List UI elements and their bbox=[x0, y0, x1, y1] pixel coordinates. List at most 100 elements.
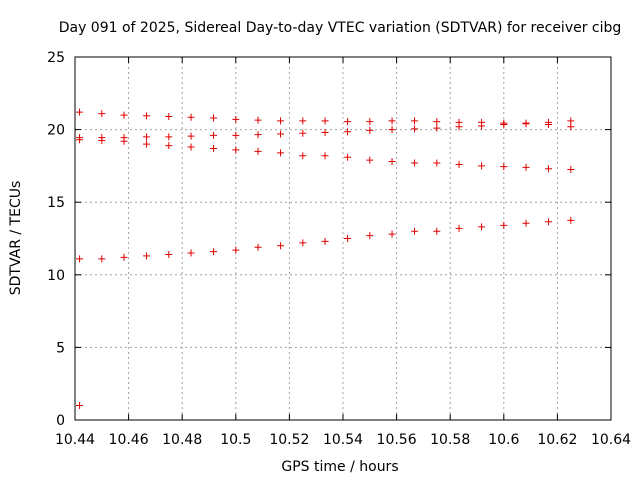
data-point-series-4 bbox=[76, 255, 84, 263]
y-tick-label: 25 bbox=[47, 50, 65, 66]
data-point-series-3 bbox=[366, 156, 374, 164]
x-tick-label: 10.52 bbox=[269, 432, 309, 448]
data-point-series-2 bbox=[478, 122, 486, 130]
data-point-series-1 bbox=[411, 117, 419, 125]
x-tick-label: 10.54 bbox=[323, 432, 363, 448]
data-point-series-1 bbox=[277, 117, 285, 125]
data-point-series-1 bbox=[76, 108, 84, 116]
data-point-series-4 bbox=[277, 242, 285, 250]
data-point-series-3 bbox=[411, 159, 419, 167]
x-tick-label: 10.62 bbox=[537, 432, 577, 448]
data-point-series-4 bbox=[388, 230, 396, 238]
data-point-series-4 bbox=[254, 243, 262, 251]
data-point-series-3 bbox=[522, 163, 530, 171]
data-point-series-2 bbox=[567, 123, 575, 131]
data-point-series-2 bbox=[299, 129, 307, 137]
x-axis-label: GPS time / hours bbox=[281, 459, 398, 475]
data-point-series-2 bbox=[277, 130, 285, 138]
data-point-series-4 bbox=[98, 255, 106, 263]
data-point-series-2 bbox=[411, 125, 419, 133]
plot-frame bbox=[74, 56, 612, 421]
data-point-series-2 bbox=[388, 126, 396, 134]
data-point-series-4 bbox=[500, 221, 508, 229]
data-point-series-3 bbox=[277, 149, 285, 157]
data-point-series-1 bbox=[366, 118, 374, 126]
data-point-series-1 bbox=[143, 112, 151, 120]
x-tick-label: 10.44 bbox=[55, 432, 95, 448]
x-tick-labels: 10.44 10.46 10.48 10.5 10.52 10.54 10.56 10.58 1… bbox=[55, 432, 631, 448]
data-point-series-3 bbox=[344, 153, 352, 161]
data-point-series-2 bbox=[232, 131, 240, 139]
data-point-series-4 bbox=[299, 239, 307, 247]
data-point-series-1 bbox=[98, 110, 106, 118]
y-tick-labels: 0 5 10 15 20 25 bbox=[47, 50, 65, 429]
data-point-series-1 bbox=[344, 118, 352, 126]
data-point-series-3 bbox=[254, 147, 262, 155]
data-point-series-3 bbox=[567, 166, 575, 174]
data-point-series-1 bbox=[165, 113, 173, 121]
data-point-series-1 bbox=[210, 114, 218, 122]
data-point-outlier bbox=[76, 401, 84, 409]
data-point-series-3 bbox=[232, 146, 240, 154]
axes bbox=[74, 56, 612, 421]
data-point-series-4 bbox=[344, 235, 352, 242]
data-point-series-1 bbox=[187, 113, 195, 121]
data-point-series-4 bbox=[187, 249, 195, 257]
data-point-series-1 bbox=[388, 117, 396, 125]
data-point-series-2 bbox=[321, 129, 329, 137]
x-tick-label: 10.46 bbox=[109, 432, 149, 448]
x-tick-label: 10.5 bbox=[220, 432, 251, 448]
data-point-series-3 bbox=[455, 160, 463, 168]
data-point-series-4 bbox=[522, 219, 530, 227]
data-point-series-1 bbox=[433, 118, 441, 126]
y-axis-label: SDTVAR / TECUs bbox=[8, 181, 24, 296]
data-point-series-3 bbox=[187, 143, 195, 151]
data-point-series-4 bbox=[366, 232, 374, 240]
x-tick-label: 10.6 bbox=[488, 432, 519, 448]
data-points bbox=[76, 108, 575, 409]
data-point-series-3 bbox=[321, 152, 329, 160]
x-tick-label: 10.58 bbox=[430, 432, 470, 448]
data-point-series-2 bbox=[187, 132, 195, 140]
x-tick-label: 10.64 bbox=[591, 432, 631, 448]
y-tick-label: 15 bbox=[47, 195, 65, 211]
data-point-series-3 bbox=[478, 162, 486, 170]
data-point-series-4 bbox=[210, 248, 218, 256]
data-point-series-4 bbox=[232, 246, 240, 254]
data-point-series-2 bbox=[455, 123, 463, 131]
data-point-series-3 bbox=[76, 136, 84, 144]
data-point-series-4 bbox=[143, 252, 151, 260]
data-point-series-1 bbox=[299, 117, 307, 125]
data-point-series-1 bbox=[120, 111, 128, 119]
data-point-series-3 bbox=[388, 158, 396, 166]
data-point-series-3 bbox=[165, 142, 173, 150]
data-point-series-4 bbox=[567, 216, 575, 224]
y-tick-label: 5 bbox=[56, 340, 65, 356]
data-point-series-4 bbox=[455, 224, 463, 232]
data-point-series-2 bbox=[165, 133, 173, 141]
data-point-series-3 bbox=[98, 136, 106, 144]
data-point-series-3 bbox=[143, 140, 151, 148]
data-point-series-2 bbox=[210, 131, 218, 139]
data-point-series-3 bbox=[299, 152, 307, 160]
data-point-series-2 bbox=[143, 133, 151, 141]
data-point-series-4 bbox=[321, 237, 329, 245]
data-point-series-4 bbox=[478, 223, 486, 231]
data-point-series-4 bbox=[120, 253, 128, 261]
data-point-series-1 bbox=[232, 115, 240, 123]
data-point-series-2 bbox=[366, 126, 374, 134]
data-point-series-2 bbox=[545, 121, 553, 129]
y-tick-label: 10 bbox=[47, 268, 65, 284]
data-point-series-4 bbox=[545, 218, 553, 226]
data-point-series-3 bbox=[500, 163, 508, 171]
data-point-series-3 bbox=[210, 144, 218, 152]
data-point-series-3 bbox=[433, 159, 441, 167]
data-point-series-2 bbox=[433, 124, 441, 132]
data-point-series-2 bbox=[344, 128, 352, 136]
grid-lines bbox=[75, 57, 611, 420]
x-tick-label: 10.48 bbox=[162, 432, 202, 448]
data-point-series-1 bbox=[254, 116, 262, 124]
data-point-series-2 bbox=[500, 121, 508, 129]
data-point-series-3 bbox=[120, 137, 128, 145]
